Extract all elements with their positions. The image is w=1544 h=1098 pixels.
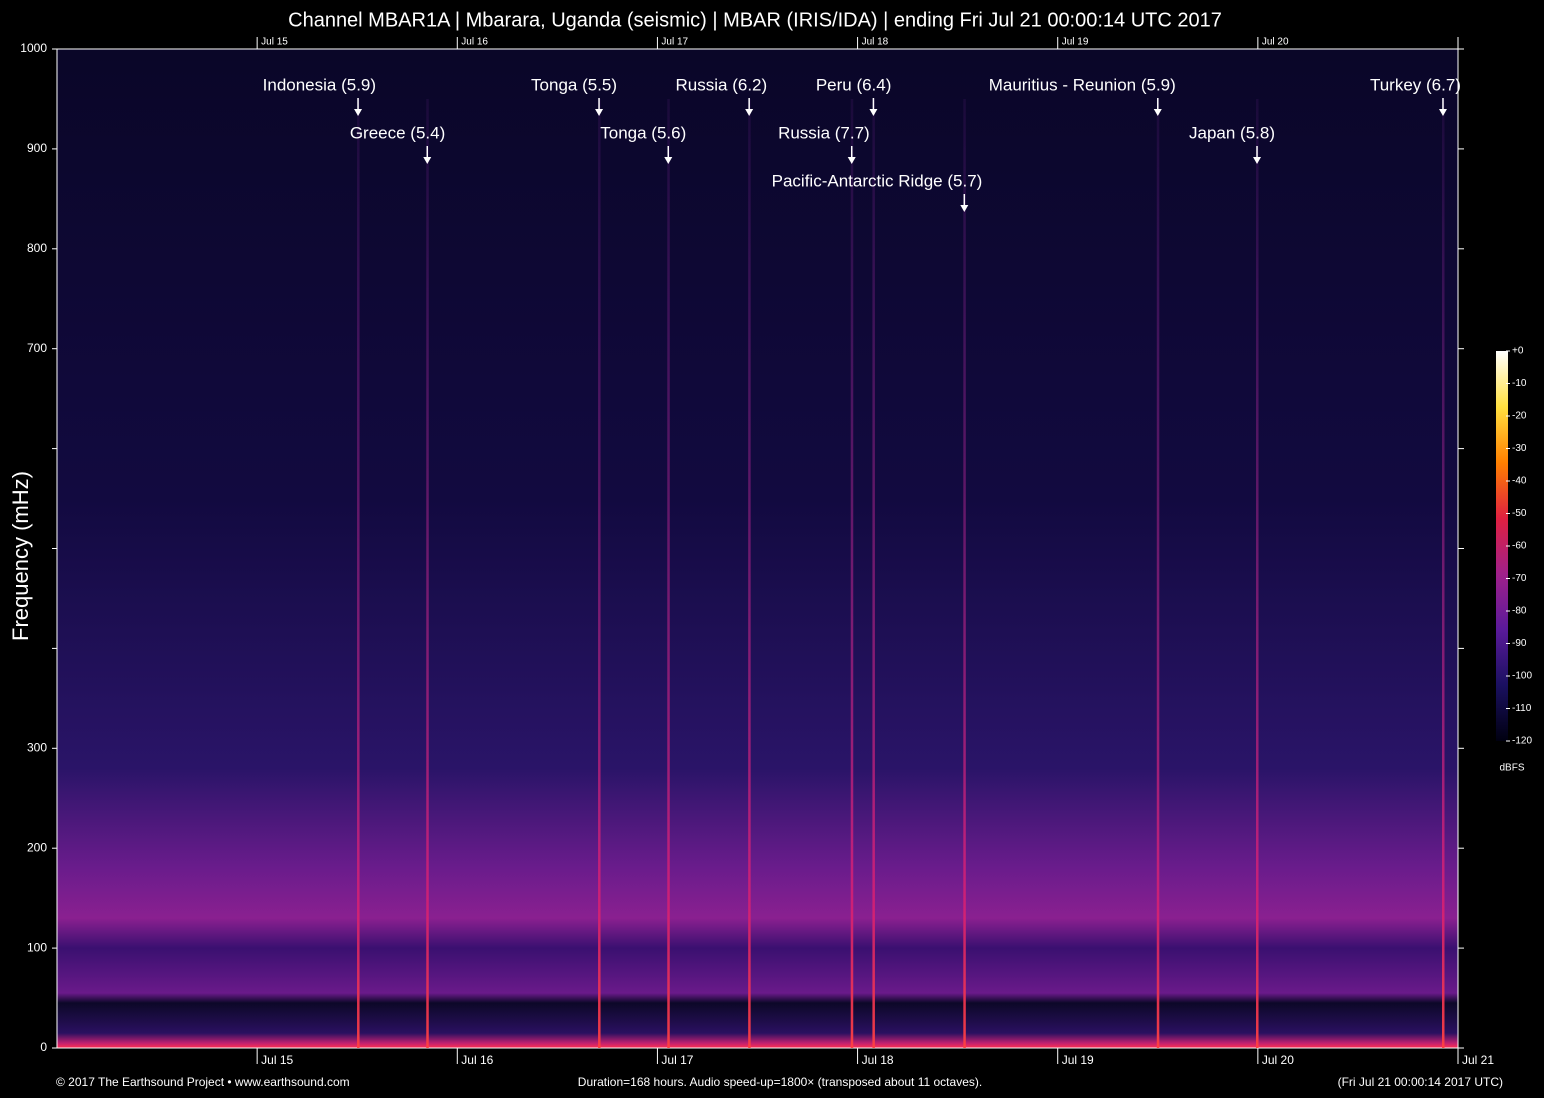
event-label: Turkey (6.7) xyxy=(1370,75,1461,94)
x-tick-label: Jul 17 xyxy=(661,1053,693,1067)
event-arrowhead xyxy=(869,109,878,116)
event-arrowhead xyxy=(354,109,363,116)
event-streak xyxy=(872,99,875,1048)
event-streak xyxy=(748,99,751,1048)
colorbar-tick-label: -20 xyxy=(1512,411,1527,422)
y-tick-label: 300 xyxy=(27,740,47,754)
y-axis-label: Frequency (mHz) xyxy=(8,471,33,641)
y-tick-label: 100 xyxy=(27,940,47,954)
colorbar-tick-label: -70 xyxy=(1512,573,1527,584)
colorbar-label: dBFS xyxy=(1499,763,1524,774)
event-streak xyxy=(1441,99,1445,1048)
event-arrowhead xyxy=(423,157,432,164)
event-streak xyxy=(1156,99,1160,1048)
x-tick-label-top: Jul 19 xyxy=(1062,37,1089,48)
y-tick-label: 800 xyxy=(27,241,47,255)
y-tick-label: 1000 xyxy=(20,41,47,55)
event-label: Greece (5.4) xyxy=(350,123,445,142)
event-streak xyxy=(598,99,601,1048)
footer-left: © 2017 The Earthsound Project • www.eart… xyxy=(56,1075,350,1089)
event-arrowhead xyxy=(1253,157,1262,164)
event-label: Peru (6.4) xyxy=(816,75,892,94)
x-tick-label: Jul 21 xyxy=(1462,1053,1494,1067)
y-tick-label: 0 xyxy=(40,1040,47,1054)
event-label: Mauritius - Reunion (5.9) xyxy=(989,75,1176,94)
footer-center: Duration=168 hours. Audio speed-up=1800×… xyxy=(578,1075,982,1089)
colorbar-tick-label: -100 xyxy=(1512,671,1532,682)
x-tick-label-top: Jul 17 xyxy=(661,37,688,48)
colorbar-tick-label: -60 xyxy=(1512,541,1527,552)
event-streak xyxy=(963,99,966,1048)
colorbar xyxy=(1496,351,1508,741)
x-tick-label-top: Jul 18 xyxy=(862,37,889,48)
event-streak xyxy=(426,99,429,1048)
colorbar-tick-label: -50 xyxy=(1512,508,1527,519)
colorbar-tick-label: -10 xyxy=(1512,378,1527,389)
x-tick-label: Jul 19 xyxy=(1062,1053,1094,1067)
colorbar-tick-label: -30 xyxy=(1512,443,1527,454)
event-streak xyxy=(357,99,360,1048)
colorbar-tick-label: +0 xyxy=(1512,346,1524,357)
x-tick-label: Jul 16 xyxy=(461,1053,493,1067)
footer-right: (Fri Jul 21 00:00:14 2017 UTC) xyxy=(1338,1075,1503,1089)
x-tick-label-top: Jul 15 xyxy=(261,37,288,48)
event-streak xyxy=(1256,99,1259,1048)
event-label: Russia (7.7) xyxy=(778,123,870,142)
event-arrowhead xyxy=(847,157,856,164)
event-label: Pacific-Antarctic Ridge (5.7) xyxy=(772,171,983,190)
event-arrowhead xyxy=(1438,109,1447,116)
event-arrowhead xyxy=(664,157,673,164)
chart-title: Channel MBAR1A | Mbarara, Uganda (seismi… xyxy=(288,9,1222,31)
spectrogram xyxy=(57,49,1458,1048)
colorbar-tick-label: -90 xyxy=(1512,638,1527,649)
colorbar-tick-label: -120 xyxy=(1512,736,1532,747)
x-tick-label: Jul 15 xyxy=(261,1053,293,1067)
event-arrowhead xyxy=(745,109,754,116)
event-arrowhead xyxy=(960,205,969,212)
y-tick-label: 200 xyxy=(27,840,47,854)
event-streak xyxy=(667,99,670,1048)
y-tick-label: 900 xyxy=(27,141,47,155)
event-label: Tonga (5.5) xyxy=(531,75,617,94)
event-streak xyxy=(850,99,854,1048)
event-arrowhead xyxy=(1153,109,1162,116)
x-tick-label: Jul 20 xyxy=(1262,1053,1294,1067)
colorbar-tick-label: -80 xyxy=(1512,606,1527,617)
colorbar-tick-label: -110 xyxy=(1512,703,1532,714)
event-arrowhead xyxy=(595,109,604,116)
x-tick-label: Jul 18 xyxy=(862,1053,894,1067)
x-tick-label-top: Jul 20 xyxy=(1262,37,1289,48)
event-label: Russia (6.2) xyxy=(676,75,768,94)
event-label: Tonga (5.6) xyxy=(600,123,686,142)
event-label: Indonesia (5.9) xyxy=(263,75,376,94)
y-tick-label: 700 xyxy=(27,341,47,355)
event-label: Japan (5.8) xyxy=(1189,123,1275,142)
colorbar-tick-label: -40 xyxy=(1512,476,1527,487)
x-tick-label-top: Jul 16 xyxy=(461,37,488,48)
